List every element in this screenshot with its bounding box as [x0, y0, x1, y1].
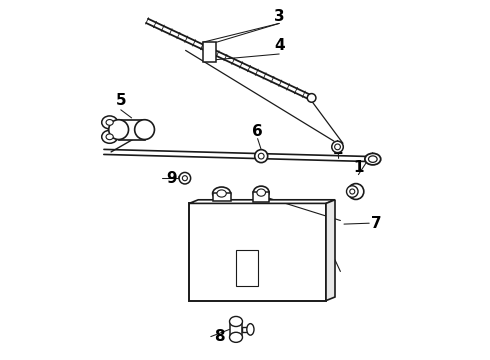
Ellipse shape: [182, 176, 187, 181]
Text: 1: 1: [353, 160, 364, 175]
Text: 8: 8: [215, 329, 225, 344]
Ellipse shape: [106, 134, 113, 140]
Ellipse shape: [247, 324, 254, 335]
Ellipse shape: [257, 189, 266, 196]
Text: 2: 2: [333, 142, 344, 157]
Bar: [243, 327, 250, 332]
Ellipse shape: [102, 130, 118, 143]
Ellipse shape: [348, 184, 364, 199]
Ellipse shape: [109, 120, 128, 140]
Text: 5: 5: [116, 93, 126, 108]
Bar: [229, 321, 243, 337]
Ellipse shape: [346, 186, 358, 197]
Ellipse shape: [365, 153, 381, 165]
Ellipse shape: [350, 189, 355, 194]
Ellipse shape: [102, 116, 118, 129]
Text: 6: 6: [252, 124, 263, 139]
Ellipse shape: [255, 150, 268, 163]
Ellipse shape: [179, 172, 191, 184]
Ellipse shape: [258, 153, 264, 159]
Ellipse shape: [335, 144, 341, 150]
Polygon shape: [189, 200, 335, 203]
Bar: [203, 42, 217, 62]
Bar: [119, 120, 145, 140]
Ellipse shape: [135, 120, 154, 140]
Bar: [253, 192, 269, 202]
Bar: [213, 193, 231, 201]
Ellipse shape: [217, 190, 226, 197]
Ellipse shape: [106, 120, 113, 125]
Text: 9: 9: [166, 171, 176, 186]
Bar: [236, 250, 258, 286]
Text: 4: 4: [274, 37, 285, 53]
Ellipse shape: [229, 332, 243, 342]
Text: 7: 7: [371, 216, 382, 231]
Ellipse shape: [307, 94, 316, 102]
Ellipse shape: [253, 186, 269, 199]
Polygon shape: [326, 200, 335, 301]
Ellipse shape: [229, 316, 243, 327]
Ellipse shape: [332, 141, 343, 153]
Ellipse shape: [213, 187, 231, 200]
Bar: [189, 203, 326, 301]
Ellipse shape: [368, 156, 377, 162]
Text: 3: 3: [274, 9, 285, 24]
